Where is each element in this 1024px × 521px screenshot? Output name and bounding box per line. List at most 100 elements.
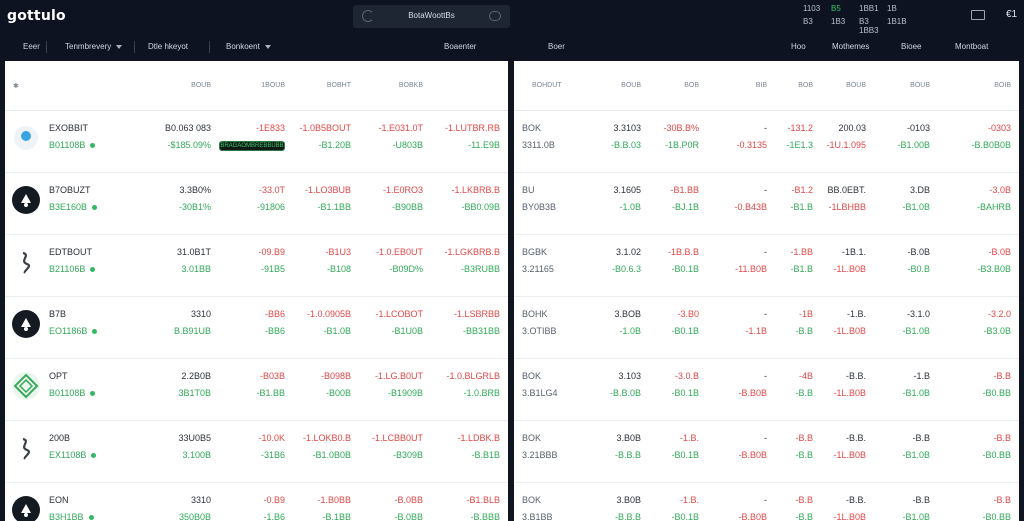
nav-item-dropdown[interactable]: Tenmbrevery xyxy=(65,42,123,51)
row-symbol[interactable]: BU xyxy=(522,185,535,195)
cell-change: -1.1B xyxy=(745,326,767,336)
column-header[interactable]: BOIB xyxy=(994,82,1011,89)
cell-value: 3.103 xyxy=(618,371,641,381)
cell-change: -1.0.BRB xyxy=(463,388,500,398)
cell-value: -1.B. xyxy=(679,495,699,505)
status-dot-icon xyxy=(90,143,96,149)
stat-value: B3 1BB3 xyxy=(859,17,879,35)
cell-change: -B1.B xyxy=(790,202,813,212)
table-row[interactable]: EXOBBIT B01108B B0.063 083 -$185.09% -1E833 -… xyxy=(5,111,508,173)
currency-selector[interactable]: €1 xyxy=(1006,9,1018,20)
table-row[interactable]: BOHK 3.OTIBB 3.BOB -1.0B -3.B0 -B0.1B - -1.1B -1… xyxy=(514,297,1019,359)
row-symbol[interactable]: BOK xyxy=(522,433,542,443)
table-row[interactable]: B7B EO1186B 3310 B.B91UB -BB6 -BB6 -1.0.0905B -… xyxy=(5,297,508,359)
row-subtitle: 3311.0B xyxy=(522,140,555,150)
column-header[interactable]: BOHDUT xyxy=(532,82,562,89)
table-row[interactable]: EDTBOUT B21106B 31.0B1T 3.01BB -09.B9 -91B5 -B… xyxy=(5,235,508,297)
cell-change: -B1.0B xyxy=(902,512,930,521)
cell-value: B0.063 083 xyxy=(164,123,211,133)
column-header[interactable]: BIB xyxy=(755,82,767,89)
coin-icon xyxy=(11,433,41,463)
coin-name[interactable]: EXOBBIT xyxy=(49,123,89,133)
cell-change: -B3.0B xyxy=(983,326,1011,336)
row-subtitle: 3.OTIBB xyxy=(522,326,557,336)
column-header[interactable]: BOBKB xyxy=(398,82,423,89)
nav-item-right[interactable]: Hoo xyxy=(791,42,806,51)
cell-value: -1E833 xyxy=(255,123,285,133)
cell-value: -B03B xyxy=(259,371,285,381)
sort-icon[interactable]: ✱ xyxy=(13,83,19,90)
cell-value: - xyxy=(764,371,767,381)
row-symbol[interactable]: BOK xyxy=(522,371,542,381)
coin-name[interactable]: 200B xyxy=(49,433,71,443)
nav-item-right[interactable]: Bioee xyxy=(901,42,922,51)
cell-value: 3.1.02 xyxy=(615,247,641,257)
nav-item-right-main[interactable]: Boer xyxy=(548,42,565,51)
column-header[interactable]: BOUB xyxy=(191,82,211,89)
cell-change: -B3RUBB xyxy=(460,264,500,274)
coin-subtitle: B3E160B xyxy=(49,202,98,212)
column-header[interactable]: BOUB xyxy=(910,82,930,89)
nav-item-home[interactable]: Eeer xyxy=(23,42,40,51)
table-row[interactable]: B7OBUZT B3E160B 3.3B0% -30B1% -33.0T -91806 -1… xyxy=(5,173,508,235)
table-row[interactable]: OPT B01108B 2.2B0B 3B1T0B -B03B -B1.BB -B098B -… xyxy=(5,359,508,421)
cell-change: -1.B6 xyxy=(263,512,285,521)
nav-item-right[interactable]: Montboat xyxy=(955,42,989,51)
table-row[interactable]: BOK 3.21BBB 3.B0B -B.B.B -1.B. -B0.1B - -B.B0B -… xyxy=(514,421,1019,483)
column-header[interactable]: 1BOUB xyxy=(261,82,285,89)
cell-change: -B1.0B xyxy=(902,388,930,398)
cell-value: -1.B. xyxy=(679,433,699,443)
coin-name[interactable]: B7OBUZT xyxy=(49,185,91,195)
cell-value: -4B xyxy=(798,371,813,381)
cell-change: -B1.1BB xyxy=(317,202,351,212)
nav-item-label: Tenmbrevery xyxy=(65,42,112,51)
column-header[interactable]: BOB xyxy=(684,82,699,89)
nav-item-dropdown[interactable]: Bonkoent xyxy=(226,42,271,51)
cell-change: -B1.0B0B xyxy=(312,450,351,460)
cell-change: -B0.6.3 xyxy=(611,264,641,274)
table-row[interactable]: EON B3H1BB 3310 350B0B -0.B9 -1.B6 -1.B0BB -B.1… xyxy=(5,483,508,521)
cell-change: 3B1T0B xyxy=(178,388,211,398)
monitor-icon[interactable] xyxy=(971,10,985,20)
row-symbol[interactable]: BGBK xyxy=(522,247,548,257)
table-row[interactable]: 200B EX1108B 33U0B5 3.100B -10.0K -31B6 -1.LOK… xyxy=(5,421,508,483)
status-dot-icon xyxy=(90,267,96,273)
cell-change: -B.B.B xyxy=(614,512,641,521)
cell-change: -B1909B xyxy=(387,388,423,398)
table-row[interactable]: BOK 3311.0B 3.3103 -B.B.03 -30B.B% -1B.P0R - -0… xyxy=(514,111,1019,173)
nav-item-right[interactable]: Mothemes xyxy=(832,42,870,51)
cell-value: - xyxy=(764,309,767,319)
row-subtitle: BY0B3B xyxy=(522,202,557,212)
table-row[interactable]: BOK 3.B1BB 3.B0B -B.B.B -1.B. -B0.1B - -B.B0B -B… xyxy=(514,483,1019,521)
table-row[interactable]: BGBK 3.21165 3.1.02 -B0.6.3 -1B.B.B -B0.1B - -1… xyxy=(514,235,1019,297)
column-header[interactable]: BOB xyxy=(798,82,813,89)
table-row[interactable]: BU BY0B3B 3.1605 -1.0B -B1.BB -BJ.1B - -0.B43B -… xyxy=(514,173,1019,235)
coin-name[interactable]: OPT xyxy=(49,371,68,381)
column-header[interactable]: BOUB xyxy=(846,82,866,89)
cell-value: -1.0.EB0UT xyxy=(375,247,423,257)
coin-name[interactable]: EDTBOUT xyxy=(49,247,93,257)
row-symbol[interactable]: BOK xyxy=(522,123,542,133)
cell-value: -1.LO3BUB xyxy=(304,185,351,195)
column-header[interactable]: BOBHT xyxy=(326,82,351,89)
coin-subtitle-text: B01108B xyxy=(49,388,86,398)
cell-change: -B1.BB xyxy=(256,388,285,398)
cell-change: -BB31BB xyxy=(462,326,500,336)
app-logo[interactable]: gottulo xyxy=(7,8,66,24)
table-row[interactable]: BOK 3.B1LG4 3.103 -B.B.0B -3.0.B -B0.1B - -B.B0… xyxy=(514,359,1019,421)
row-symbol[interactable]: BOHK xyxy=(522,309,548,319)
coin-name[interactable]: B7B xyxy=(49,309,67,319)
coin-subtitle: B21106B xyxy=(49,264,96,274)
cell-change: -B.B0B xyxy=(738,512,767,521)
search-box[interactable]: BotaWoottBs xyxy=(353,5,510,28)
chat-icon[interactable] xyxy=(489,11,501,21)
coin-name[interactable]: EON xyxy=(49,495,69,505)
column-header[interactable]: BOUB xyxy=(621,82,641,89)
row-symbol[interactable]: BOK xyxy=(522,495,542,505)
nav-item-center[interactable]: Boaenter xyxy=(444,42,477,51)
highlight-badge[interactable]: BRAGAOMBREBBUBB xyxy=(219,141,285,151)
cell-change: -1LBHBB xyxy=(828,202,866,212)
nav-item-link[interactable]: Dtle hkeyot xyxy=(148,42,189,51)
cell-value: -3.B0 xyxy=(677,309,699,319)
cell-change: -B.B.B xyxy=(614,450,641,460)
